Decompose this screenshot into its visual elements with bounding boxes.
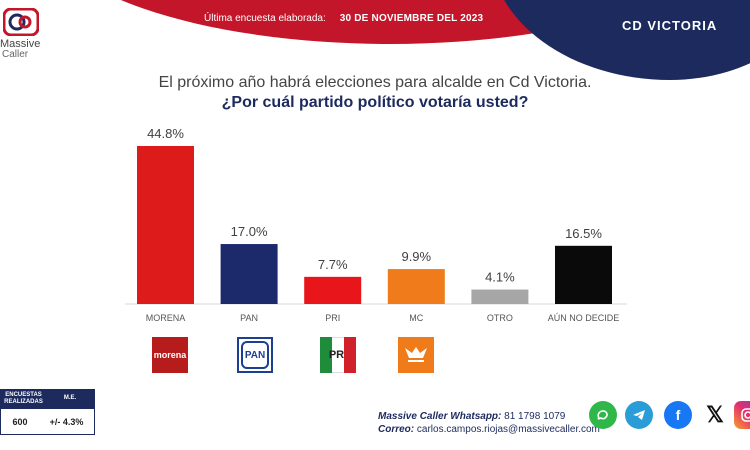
stats-header-row: ENCUESTAS REALIZADAS M.E.	[1, 390, 94, 409]
category-label: MC	[409, 313, 423, 323]
email-label: Correo:	[378, 424, 415, 435]
category-label: AÚN NO DECIDE	[548, 313, 620, 323]
pan-logo-text: PAN	[244, 349, 266, 361]
header-band	[0, 0, 750, 80]
city-title: CD VICTORIA	[622, 18, 718, 33]
stats-value-surveys: 600	[12, 416, 28, 427]
logo-text-line1: Massive	[0, 38, 41, 50]
pri-logo-green	[320, 337, 332, 373]
question-line2: ¿Por cuál partido político votaría usted…	[221, 94, 529, 111]
logo-mark-icon	[3, 8, 39, 36]
x-icon[interactable]: 𝕏	[701, 401, 729, 429]
stats-value-row: 600 +/- 4.3%	[1, 409, 94, 434]
whatsapp-number[interactable]: 81 1798 1079	[504, 411, 566, 422]
value-label: 4.1%	[485, 270, 515, 285]
facebook-icon[interactable]: f	[664, 401, 692, 429]
bar-pan	[220, 244, 278, 304]
morena-logo-text: morena	[153, 350, 187, 360]
telegram-icon[interactable]	[625, 401, 653, 429]
pri-logo-red	[344, 337, 356, 373]
bar-chart: 44.8% MORENA 17.0% PAN 7.7% PRI 9.9% MC 4.1% OTRO…	[125, 126, 627, 323]
bar-otro	[471, 289, 529, 304]
survey-date-value: 30 DE NOVIEMBRE DEL 2023	[339, 13, 484, 24]
mc-logo	[398, 337, 434, 373]
category-label: PAN	[240, 313, 258, 323]
massive-caller-logo: Massive Caller	[0, 4, 60, 60]
stats-header-surveys: ENCUESTAS REALIZADAS	[4, 392, 43, 405]
email-address[interactable]: carlos.campos.riojas@massivecaller.com	[416, 424, 600, 435]
category-label: OTRO	[487, 313, 513, 323]
bar-pri	[304, 276, 362, 304]
pan-logo-ring: PAN	[241, 341, 269, 369]
value-label: 7.7%	[318, 257, 348, 272]
survey-date-label: Última encuesta elaborada:	[204, 13, 326, 24]
bar-mc	[387, 269, 445, 304]
whatsapp-label: Massive Caller Whatsapp:	[378, 411, 502, 422]
category-label: PRI	[325, 313, 340, 323]
pan-logo: PAN	[237, 337, 273, 373]
value-label: 44.8%	[147, 126, 184, 141]
morena-logo: morena	[152, 337, 188, 373]
survey-date-line: Última encuesta elaborada: 30 DE NOVIEMBR…	[204, 13, 483, 24]
contact-email: Correo: carlos.campos.riojas@massivecall…	[378, 424, 600, 435]
pri-logo: PRI	[320, 337, 356, 373]
bar-a-n-no-decide	[555, 245, 612, 304]
stats-value-me: +/- 4.3%	[49, 416, 84, 427]
stats-header-me: M.E.	[63, 395, 77, 401]
value-label: 9.9%	[401, 249, 431, 264]
instagram-icon[interactable]	[734, 401, 750, 429]
logo-text-line2: Caller	[2, 49, 29, 60]
mc-eagle-icon	[405, 347, 427, 362]
pri-logo-text: PRI	[328, 349, 348, 361]
pri-logo-white: PRI	[328, 337, 348, 373]
contact-whatsapp: Massive Caller Whatsapp: 81 1798 1079	[378, 411, 565, 422]
value-label: 17.0%	[231, 224, 268, 239]
survey-stats-table: ENCUESTAS REALIZADAS M.E. 600 +/- 4.3%	[0, 389, 95, 435]
value-label: 16.5%	[565, 226, 602, 241]
whatsapp-icon[interactable]	[589, 401, 617, 429]
question-line1: El próximo año habrá elecciones para alc…	[158, 74, 592, 91]
bar-morena	[137, 146, 194, 304]
category-label: MORENA	[146, 313, 186, 323]
